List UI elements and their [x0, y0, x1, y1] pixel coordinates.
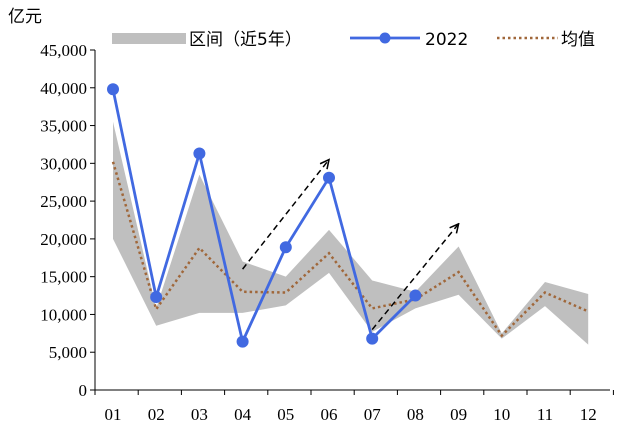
legend-2022-swatch-marker [379, 32, 391, 44]
legend-band-swatch [112, 33, 186, 44]
x-tick-label: 07 [364, 405, 382, 424]
series-2022-point [366, 332, 379, 345]
legend: 区间（近5年） 2022 均值 [112, 30, 595, 50]
y-tick-label: 35,000 [40, 117, 87, 136]
series-2022-point [236, 335, 249, 348]
y-tick-label: 5,000 [49, 343, 87, 362]
x-tick-label: 10 [493, 405, 510, 424]
series-2022-point [279, 241, 292, 254]
series-2022-point [150, 291, 163, 304]
x-tick-label: 04 [234, 405, 252, 424]
x-tick-label: 09 [450, 405, 467, 424]
y-tick-label: 30,000 [40, 154, 87, 173]
range-band-layer [113, 121, 589, 345]
y-axis-unit-label: 亿元 [8, 7, 42, 27]
annotation-layer [242, 160, 459, 331]
range-band-area [113, 121, 589, 345]
y-tick-label: 45,000 [40, 41, 87, 60]
series-2022-point [107, 83, 119, 96]
x-tick-label: 02 [148, 405, 165, 424]
trend-arrow-annotation [242, 160, 329, 270]
y-tick-label: 10,000 [40, 305, 87, 324]
legend-mean-label: 均值 [561, 30, 595, 50]
x-tick-label: 05 [277, 405, 294, 424]
y-tick-label: 40,000 [40, 79, 87, 98]
legend-band-label: 区间（近5年） [189, 30, 302, 50]
x-tick-label: 06 [321, 405, 338, 424]
y-tick-label: 25,000 [40, 192, 87, 211]
x-tick-label: 08 [407, 405, 424, 424]
series-2022-point [409, 289, 422, 302]
x-tick-label: 01 [105, 405, 122, 424]
y-tick-label: 0 [79, 381, 88, 400]
x-tick-label: 12 [580, 405, 597, 424]
series-2022-point [193, 147, 206, 160]
x-tick-label: 11 [537, 405, 553, 424]
series-layer [107, 83, 589, 348]
legend-2022-label: 2022 [425, 30, 468, 50]
axes: 0 5,000 10,000 15,000 20,000 25,000 30,000 35,0… [40, 41, 614, 424]
y-tick-label: 20,000 [40, 230, 87, 249]
series-2022-point [323, 171, 335, 184]
trend-arrow-annotation [371, 224, 458, 331]
x-tick-label: 03 [191, 405, 208, 424]
series-mean-line [111, 161, 589, 338]
y-tick-label: 15,000 [40, 268, 87, 287]
series-2022-line [111, 89, 417, 344]
